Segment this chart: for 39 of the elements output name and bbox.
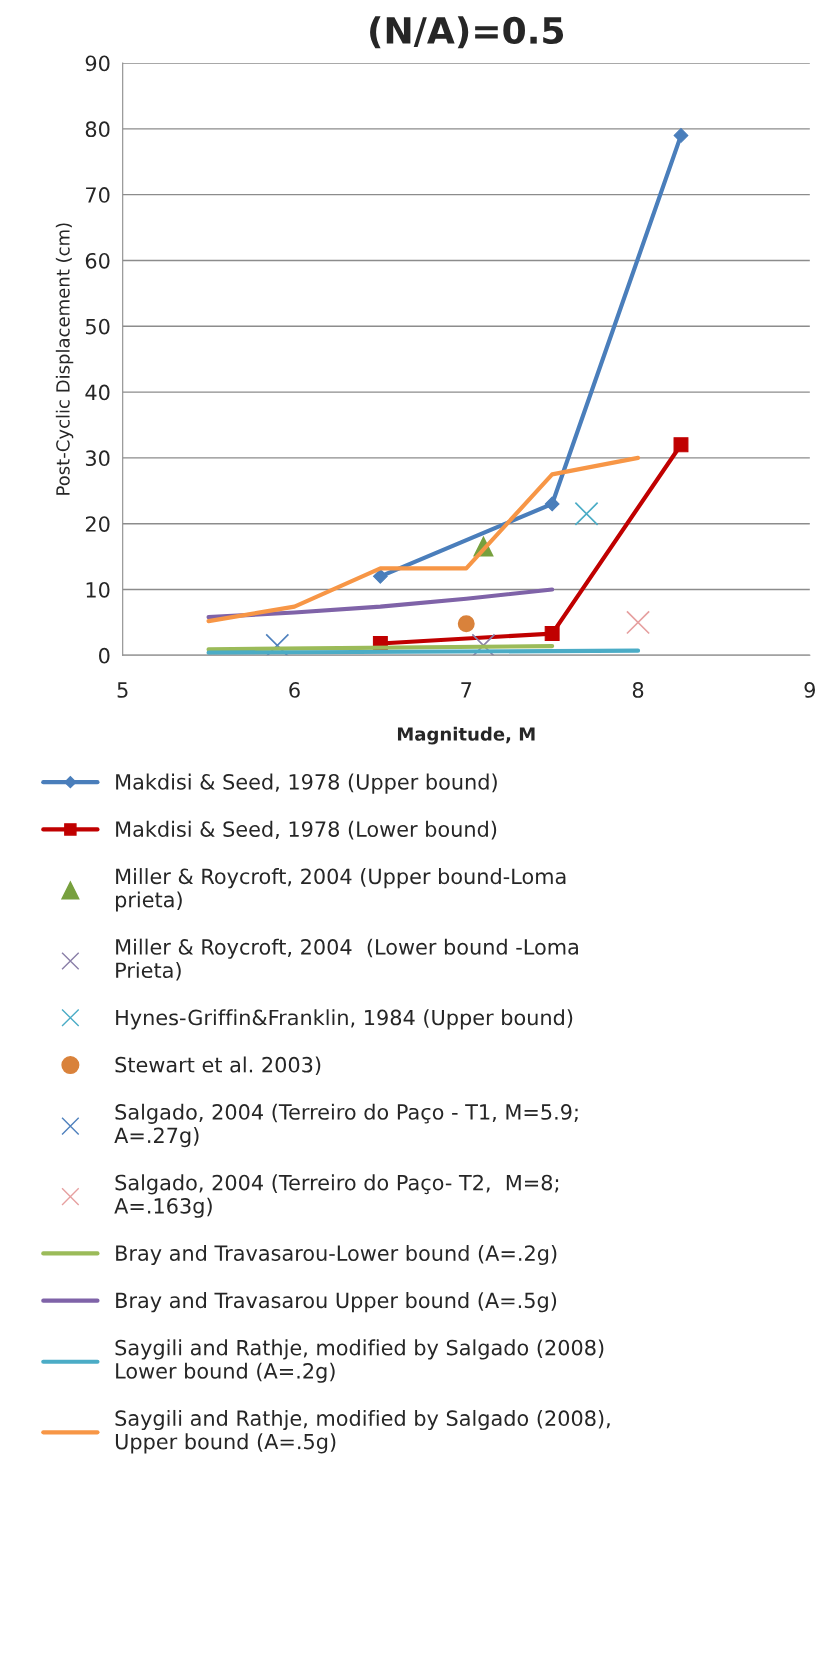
point (673, 128, 689, 143)
y-axis-title: Post-Cyclic Displacement (cm) (55, 223, 74, 495)
line-series (206, 455, 641, 624)
chart-title: (N/A)=0.5 (370, 16, 564, 49)
point (544, 496, 560, 512)
point (457, 615, 475, 633)
legend-label: Saygili and Rathje, modified by Salgado (2008) Lower bound (A=.2g) (115, 1339, 604, 1383)
legend-label: Salgado, 2004 (Terreiro do Paço- T2, M=8; A=.163g) (114, 1174, 559, 1218)
x-tick-label: 5 (117, 682, 128, 698)
y-tick-label: 20 (85, 516, 110, 532)
y-tick-label: 60 (85, 252, 110, 269)
y-tick-label: 40 (85, 384, 110, 401)
point (372, 568, 388, 584)
legend-label: Bray and Travasarou-Lower bound (A=.2g) (116, 1244, 557, 1266)
legend-label: Salgado, 2004 (Terreiro do Paço - T1, M=5.9; A=.27g) (114, 1103, 578, 1148)
legend-label: Miller & Roycroft, 2004 (Upper bound-Loma prieta) (116, 868, 566, 912)
legend-label: Miller & Roycroft, 2004 (Lower bound -Loma Prieta) (116, 938, 578, 981)
y-tick-label: 90 (85, 55, 110, 72)
legend-label: Makdisi & Seed, 1978 (Lower bound) (116, 820, 497, 840)
x-tick-label: 6 (289, 682, 300, 698)
legend-label: Saygili and Rathje, modified by Salgado (2008), Upper bound (A=.5g) (115, 1409, 610, 1454)
x-tick-label: 7 (461, 682, 472, 698)
point (673, 437, 689, 453)
y-tick-label: 30 (85, 450, 110, 467)
x-axis-title: Magnitude, M (397, 726, 535, 745)
legend-label: Stewart et al. 2003) (115, 1056, 321, 1076)
x-tick-label: 8 (632, 682, 644, 698)
x-tick-label: 9 (804, 682, 815, 698)
y-tick-label: 0 (99, 647, 110, 664)
legend-label: Hynes-Griffin&Franklin, 1984 (Upper bound) (116, 1009, 573, 1030)
legend-label: Makdisi & Seed, 1978 (Upper bound) (116, 773, 497, 794)
y-tick-label: 80 (85, 121, 110, 138)
legend-label: Bray and Travasarou Upper bound (A=.5g) (116, 1292, 557, 1313)
y-tick-label: 50 (85, 318, 110, 335)
y-tick-label: 10 (86, 581, 110, 598)
point (574, 501, 599, 526)
y-tick-label: 70 (86, 187, 110, 203)
point (544, 626, 560, 642)
point (626, 610, 650, 635)
